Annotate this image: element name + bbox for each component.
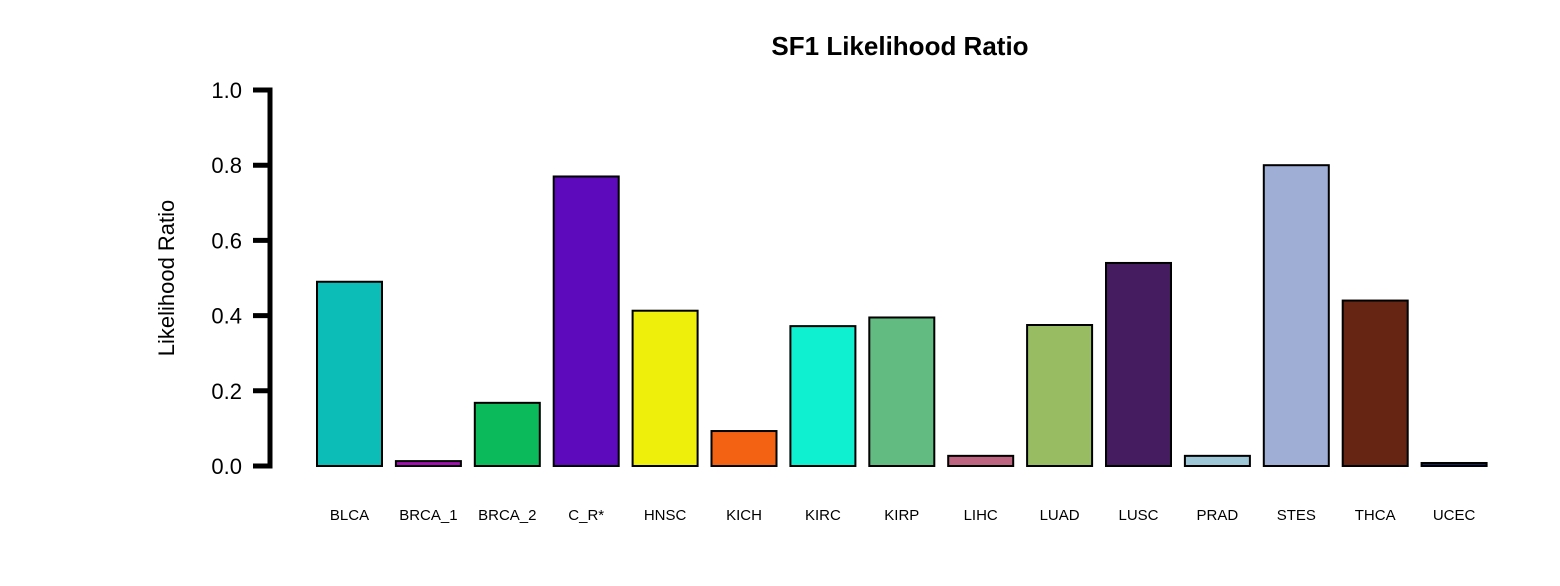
y-tick-label: 0.2 <box>211 379 242 404</box>
x-tick-label: KICH <box>726 507 762 524</box>
x-tick-label: BRCA_1 <box>399 507 457 524</box>
bars <box>316 164 1488 468</box>
y-tick-label: 0.0 <box>211 454 242 479</box>
x-tick-label: LIHC <box>964 507 998 524</box>
y-tick-label: 0.8 <box>211 153 242 178</box>
x-tick-label: BLCA <box>330 507 369 524</box>
x-tick-labels: BLCA BRCA_1 BRCA_2 C_R* HNSC KICH KIRC KIRP LIHC… <box>330 507 1476 524</box>
bar-lusc <box>1105 261 1172 467</box>
x-tick-label: UCEC <box>1433 507 1476 524</box>
y-axis-label: Likelihood Ratio <box>154 200 179 357</box>
x-tick-label: KIRC <box>805 507 841 524</box>
bar-thca <box>1341 299 1409 467</box>
x-tick-label: LUAD <box>1040 507 1080 524</box>
bar-kirp <box>868 316 936 468</box>
x-tick-label: HNSC <box>644 507 687 524</box>
chart-title: SF1 Likelihood Ratio <box>771 31 1028 61</box>
bar-brca-2 <box>473 401 541 467</box>
x-tick-label: LUSC <box>1118 507 1158 524</box>
bar-prad <box>1183 454 1251 467</box>
bar-hnsc <box>631 309 699 467</box>
y-tick-label: 0.6 <box>211 228 242 253</box>
bar-kirc <box>789 325 857 467</box>
bar-stes <box>1262 164 1330 467</box>
y-axis: 0.0 0.2 0.4 0.6 0.8 1.0 <box>211 78 273 479</box>
x-tick-label: KIRP <box>884 507 919 524</box>
y-tick-label: 0.4 <box>211 304 242 329</box>
bar-blca <box>316 280 383 468</box>
x-tick-label: BRCA_2 <box>478 507 536 524</box>
bar-kich <box>710 430 778 468</box>
bar-c-r <box>552 175 620 467</box>
bar-luad <box>1026 324 1094 467</box>
bar-brca-1 <box>394 460 462 467</box>
x-tick-label: THCA <box>1355 507 1396 524</box>
bar-lihc <box>947 454 1015 467</box>
bar-ucec <box>1420 461 1488 468</box>
x-tick-label: STES <box>1277 507 1316 524</box>
y-tick-label: 1.0 <box>211 78 242 103</box>
x-tick-label: C_R* <box>568 507 604 524</box>
x-tick-label: PRAD <box>1197 507 1239 524</box>
